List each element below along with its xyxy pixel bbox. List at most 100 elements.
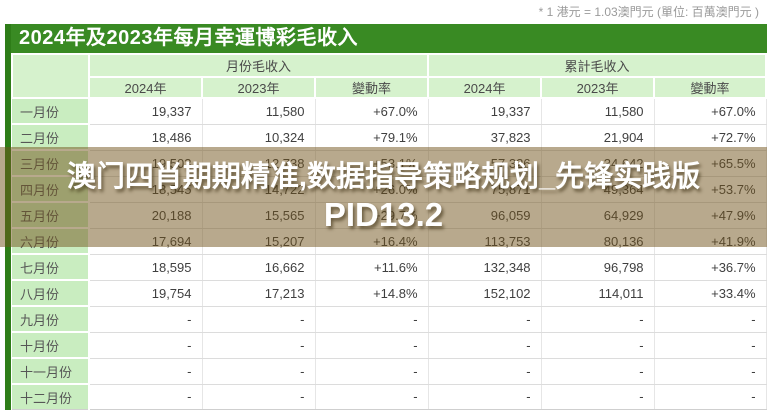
value-cell-monthly-2024: 18,486 [89, 124, 203, 151]
value-cell-monthly-2024: - [89, 384, 203, 410]
value-cell-cumulative-change: +65.5% [654, 150, 767, 177]
value-cell-monthly-2024: - [89, 358, 203, 385]
value-cell-cumulative-2023: - [541, 358, 655, 385]
value-cell-cumulative-change: +33.4% [654, 280, 767, 307]
value-cell-monthly-2023: 12,738 [202, 150, 316, 177]
value-cell-monthly-2023: 10,324 [202, 124, 316, 151]
value-cell-cumulative-change: +67.0% [654, 98, 767, 125]
value-cell-cumulative-change: - [654, 306, 767, 333]
month-label: 九月份 [12, 306, 90, 333]
value-cell-monthly-2024: - [89, 332, 203, 359]
month-label: 十二月份 [12, 384, 90, 410]
value-cell-monthly-2024: 19,754 [89, 280, 203, 307]
month-label: 二月份 [12, 124, 90, 151]
revenue-table: 月份毛收入 累計毛收入 2024年 2023年 變動率 2024年 2023年 變動率 一… [11, 53, 767, 410]
value-cell-cumulative-2024: 152,102 [428, 280, 542, 307]
value-cell-cumulative-2024: - [428, 384, 542, 410]
value-cell-monthly-2024: 19,503 [89, 150, 203, 177]
table-row: 六月份 17,694 15,207 +16.4% 113,753 80,136 +41.9% [12, 228, 767, 255]
value-cell-monthly-2024: 19,337 [89, 98, 203, 125]
month-label: 七月份 [12, 254, 90, 281]
value-cell-monthly-2023: 11,580 [202, 98, 316, 125]
value-cell-cumulative-2024: 75,871 [428, 176, 542, 203]
value-cell-monthly-change: +29.7% [315, 202, 429, 229]
column-header-monthly-2024: 2024年 [88, 76, 203, 99]
month-label: 十一月份 [12, 358, 90, 385]
sub-header-row: 2024年 2023年 變動率 2024年 2023年 變動率 [12, 76, 767, 99]
value-cell-monthly-change: - [315, 358, 429, 385]
value-cell-cumulative-2023: - [541, 332, 655, 359]
value-cell-cumulative-2024: 19,337 [428, 98, 542, 125]
table-row: 四月份 18,545 14,722 +26.0% 75,871 49,364 +53.7% [12, 176, 767, 203]
value-cell-monthly-2024: 18,545 [89, 176, 203, 203]
value-cell-cumulative-change: - [654, 332, 767, 359]
value-cell-cumulative-change: +41.9% [654, 228, 767, 255]
value-cell-cumulative-change: +47.9% [654, 202, 767, 229]
column-header-cumulative-change: 變動率 [653, 76, 767, 99]
table-row: 一月份 19,337 11,580 +67.0% 19,337 11,580 +67.0% [12, 98, 767, 125]
value-cell-monthly-2023: 14,722 [202, 176, 316, 203]
value-cell-cumulative-2024: 57,326 [428, 150, 542, 177]
value-cell-cumulative-2024: - [428, 332, 542, 359]
table-row: 五月份 20,188 15,565 +29.7% 96,059 64,929 +47.9% [12, 202, 767, 229]
month-label: 一月份 [12, 98, 90, 125]
value-cell-cumulative-change: +53.7% [654, 176, 767, 203]
month-label: 十月份 [12, 332, 90, 359]
value-cell-monthly-change: +67.0% [315, 98, 429, 125]
value-cell-cumulative-2024: 113,753 [428, 228, 542, 255]
table-row: 七月份 18,595 16,662 +11.6% 132,348 96,798 +36.7% [12, 254, 767, 281]
page-title: 2024年及2023年每月幸運博彩毛收入 [11, 24, 767, 53]
value-cell-cumulative-2024: 132,348 [428, 254, 542, 281]
value-cell-monthly-2024: - [89, 306, 203, 333]
value-cell-monthly-change: - [315, 306, 429, 333]
month-label: 四月份 [12, 176, 90, 203]
value-cell-monthly-2024: 18,595 [89, 254, 203, 281]
value-cell-monthly-change: - [315, 332, 429, 359]
month-label: 五月份 [12, 202, 90, 229]
value-cell-monthly-change: +26.0% [315, 176, 429, 203]
value-cell-cumulative-2023: 80,136 [541, 228, 655, 255]
monthly-revenue-group-header: 月份毛收入 [87, 53, 430, 78]
table-row: 三月份 19,503 12,738 +53.1% 57,326 34,642 +65.5% [12, 150, 767, 177]
value-cell-monthly-change: +79.1% [315, 124, 429, 151]
value-cell-cumulative-change: - [654, 384, 767, 410]
value-cell-monthly-2024: 17,694 [89, 228, 203, 255]
value-cell-monthly-change: - [315, 384, 429, 410]
exchange-rate-note: * 1 港元 = 1.03澳門元 (單位: 百萬澳門元 ) [538, 5, 759, 19]
value-cell-monthly-2023: - [202, 384, 316, 410]
value-cell-monthly-2023: - [202, 332, 316, 359]
value-cell-monthly-change: +11.6% [315, 254, 429, 281]
value-cell-monthly-2023: 15,207 [202, 228, 316, 255]
value-cell-cumulative-2024: - [428, 358, 542, 385]
value-cell-monthly-2023: 16,662 [202, 254, 316, 281]
table-row: 十月份 - - - - - - [12, 332, 767, 359]
value-cell-cumulative-change: - [654, 358, 767, 385]
value-cell-cumulative-2023: 34,642 [541, 150, 655, 177]
value-cell-monthly-2023: 17,213 [202, 280, 316, 307]
value-cell-cumulative-2023: 114,011 [541, 280, 655, 307]
value-cell-monthly-change: +53.1% [315, 150, 429, 177]
value-cell-cumulative-2023: - [541, 384, 655, 410]
value-cell-cumulative-change: +72.7% [654, 124, 767, 151]
value-cell-monthly-2023: - [202, 358, 316, 385]
value-cell-cumulative-2024: 96,059 [428, 202, 542, 229]
month-label: 三月份 [12, 150, 90, 177]
value-cell-cumulative-2023: 21,904 [541, 124, 655, 151]
table-row: 八月份 19,754 17,213 +14.8% 152,102 114,011 +33.4… [12, 280, 767, 307]
value-cell-cumulative-2023: 64,929 [541, 202, 655, 229]
month-label: 八月份 [12, 280, 90, 307]
value-cell-cumulative-change: +36.7% [654, 254, 767, 281]
table-row: 十二月份 - - - - - - [12, 384, 767, 410]
value-cell-monthly-2024: 20,188 [89, 202, 203, 229]
value-cell-monthly-2023: - [202, 306, 316, 333]
column-header-monthly-change: 變動率 [313, 76, 430, 99]
table-row: 九月份 - - - - - - [12, 306, 767, 333]
column-header-monthly-2023: 2023年 [201, 76, 316, 99]
corner-cell [11, 53, 90, 99]
value-cell-monthly-change: +14.8% [315, 280, 429, 307]
value-cell-cumulative-2023: 49,364 [541, 176, 655, 203]
value-cell-cumulative-2024: - [428, 306, 542, 333]
value-cell-cumulative-2023: 96,798 [541, 254, 655, 281]
column-header-cumulative-2024: 2024年 [427, 76, 543, 99]
value-cell-cumulative-2024: 37,823 [428, 124, 542, 151]
